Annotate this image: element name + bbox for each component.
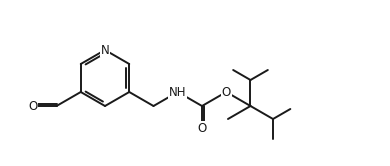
Text: O: O [28,99,37,113]
Text: O: O [222,85,231,98]
Text: NH: NH [169,85,186,98]
Text: O: O [197,122,207,134]
Text: N: N [101,43,109,56]
